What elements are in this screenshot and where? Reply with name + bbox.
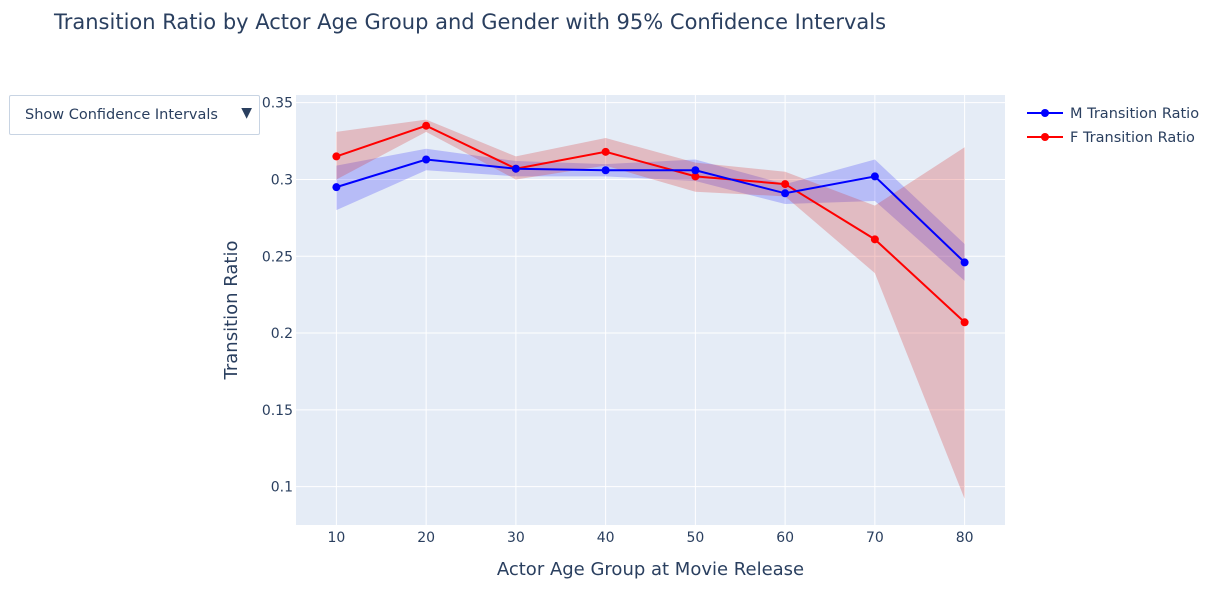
y-axis-title: Transition Ratio xyxy=(221,241,242,381)
legend-marker xyxy=(1041,133,1049,141)
x-tick-label: 40 xyxy=(597,530,615,546)
y-tick-label: 0.3 xyxy=(271,172,293,188)
data-point-f[interactable] xyxy=(870,235,879,244)
chevron-down-icon[interactable]: ▼ xyxy=(241,105,252,121)
y-tick-label: 0.2 xyxy=(271,326,293,342)
data-point-m[interactable] xyxy=(422,155,431,164)
series-line-f xyxy=(336,124,966,324)
data-point-f[interactable] xyxy=(601,147,610,156)
legend-item-f[interactable]: F Transition Ratio xyxy=(1070,130,1195,146)
x-axis-title: Actor Age Group at Movie Release xyxy=(497,559,804,580)
x-tick-label: 20 xyxy=(417,530,435,546)
data-point-f[interactable] xyxy=(691,172,700,181)
data-point-f[interactable] xyxy=(422,121,431,130)
confidence-bands xyxy=(336,119,965,499)
series-lines xyxy=(336,124,966,324)
x-tick-label: 50 xyxy=(686,530,704,546)
data-point-m[interactable] xyxy=(781,189,790,198)
y-axis-ticks: 0.1 0.15 0.2 0.25 0.3 0.35 xyxy=(262,96,293,496)
x-tick-label: 60 xyxy=(776,530,794,546)
x-tick-label: 10 xyxy=(327,530,345,546)
y-tick-label: 0.35 xyxy=(262,96,293,112)
legend-item-m[interactable]: M Transition Ratio xyxy=(1070,106,1199,122)
data-point-m[interactable] xyxy=(691,166,700,175)
series-points xyxy=(332,121,969,327)
legend-marker xyxy=(1041,109,1049,117)
y-tick-label: 0.25 xyxy=(262,249,293,265)
data-point-m[interactable] xyxy=(332,183,341,192)
dropdown-label: Show Confidence Intervals xyxy=(25,107,218,123)
legend: M Transition Ratio F Transition Ratio xyxy=(1027,106,1199,146)
ci-band-f xyxy=(336,119,965,499)
y-tick-label: 0.1 xyxy=(271,480,293,496)
series-line-m xyxy=(336,158,966,264)
data-point-m[interactable] xyxy=(601,166,610,175)
plot-background xyxy=(296,95,1005,525)
chart-title: Transition Ratio by Actor Age Group and … xyxy=(54,10,887,34)
data-point-m[interactable] xyxy=(511,164,520,173)
data-point-m[interactable] xyxy=(960,258,969,267)
x-tick-label: 70 xyxy=(866,530,884,546)
x-axis-ticks: 10 20 30 40 50 60 70 80 xyxy=(327,530,973,546)
data-point-f[interactable] xyxy=(332,152,341,161)
data-point-m[interactable] xyxy=(870,172,879,181)
ci-band-m xyxy=(336,148,965,281)
grid-lines xyxy=(296,95,1005,525)
data-point-f[interactable] xyxy=(960,318,969,327)
x-tick-label: 30 xyxy=(507,530,525,546)
data-point-f[interactable] xyxy=(781,180,790,189)
confidence-interval-dropdown[interactable]: Show Confidence Intervals ▼ xyxy=(9,95,260,135)
x-tick-label: 80 xyxy=(956,530,974,546)
y-tick-label: 0.15 xyxy=(262,403,293,419)
